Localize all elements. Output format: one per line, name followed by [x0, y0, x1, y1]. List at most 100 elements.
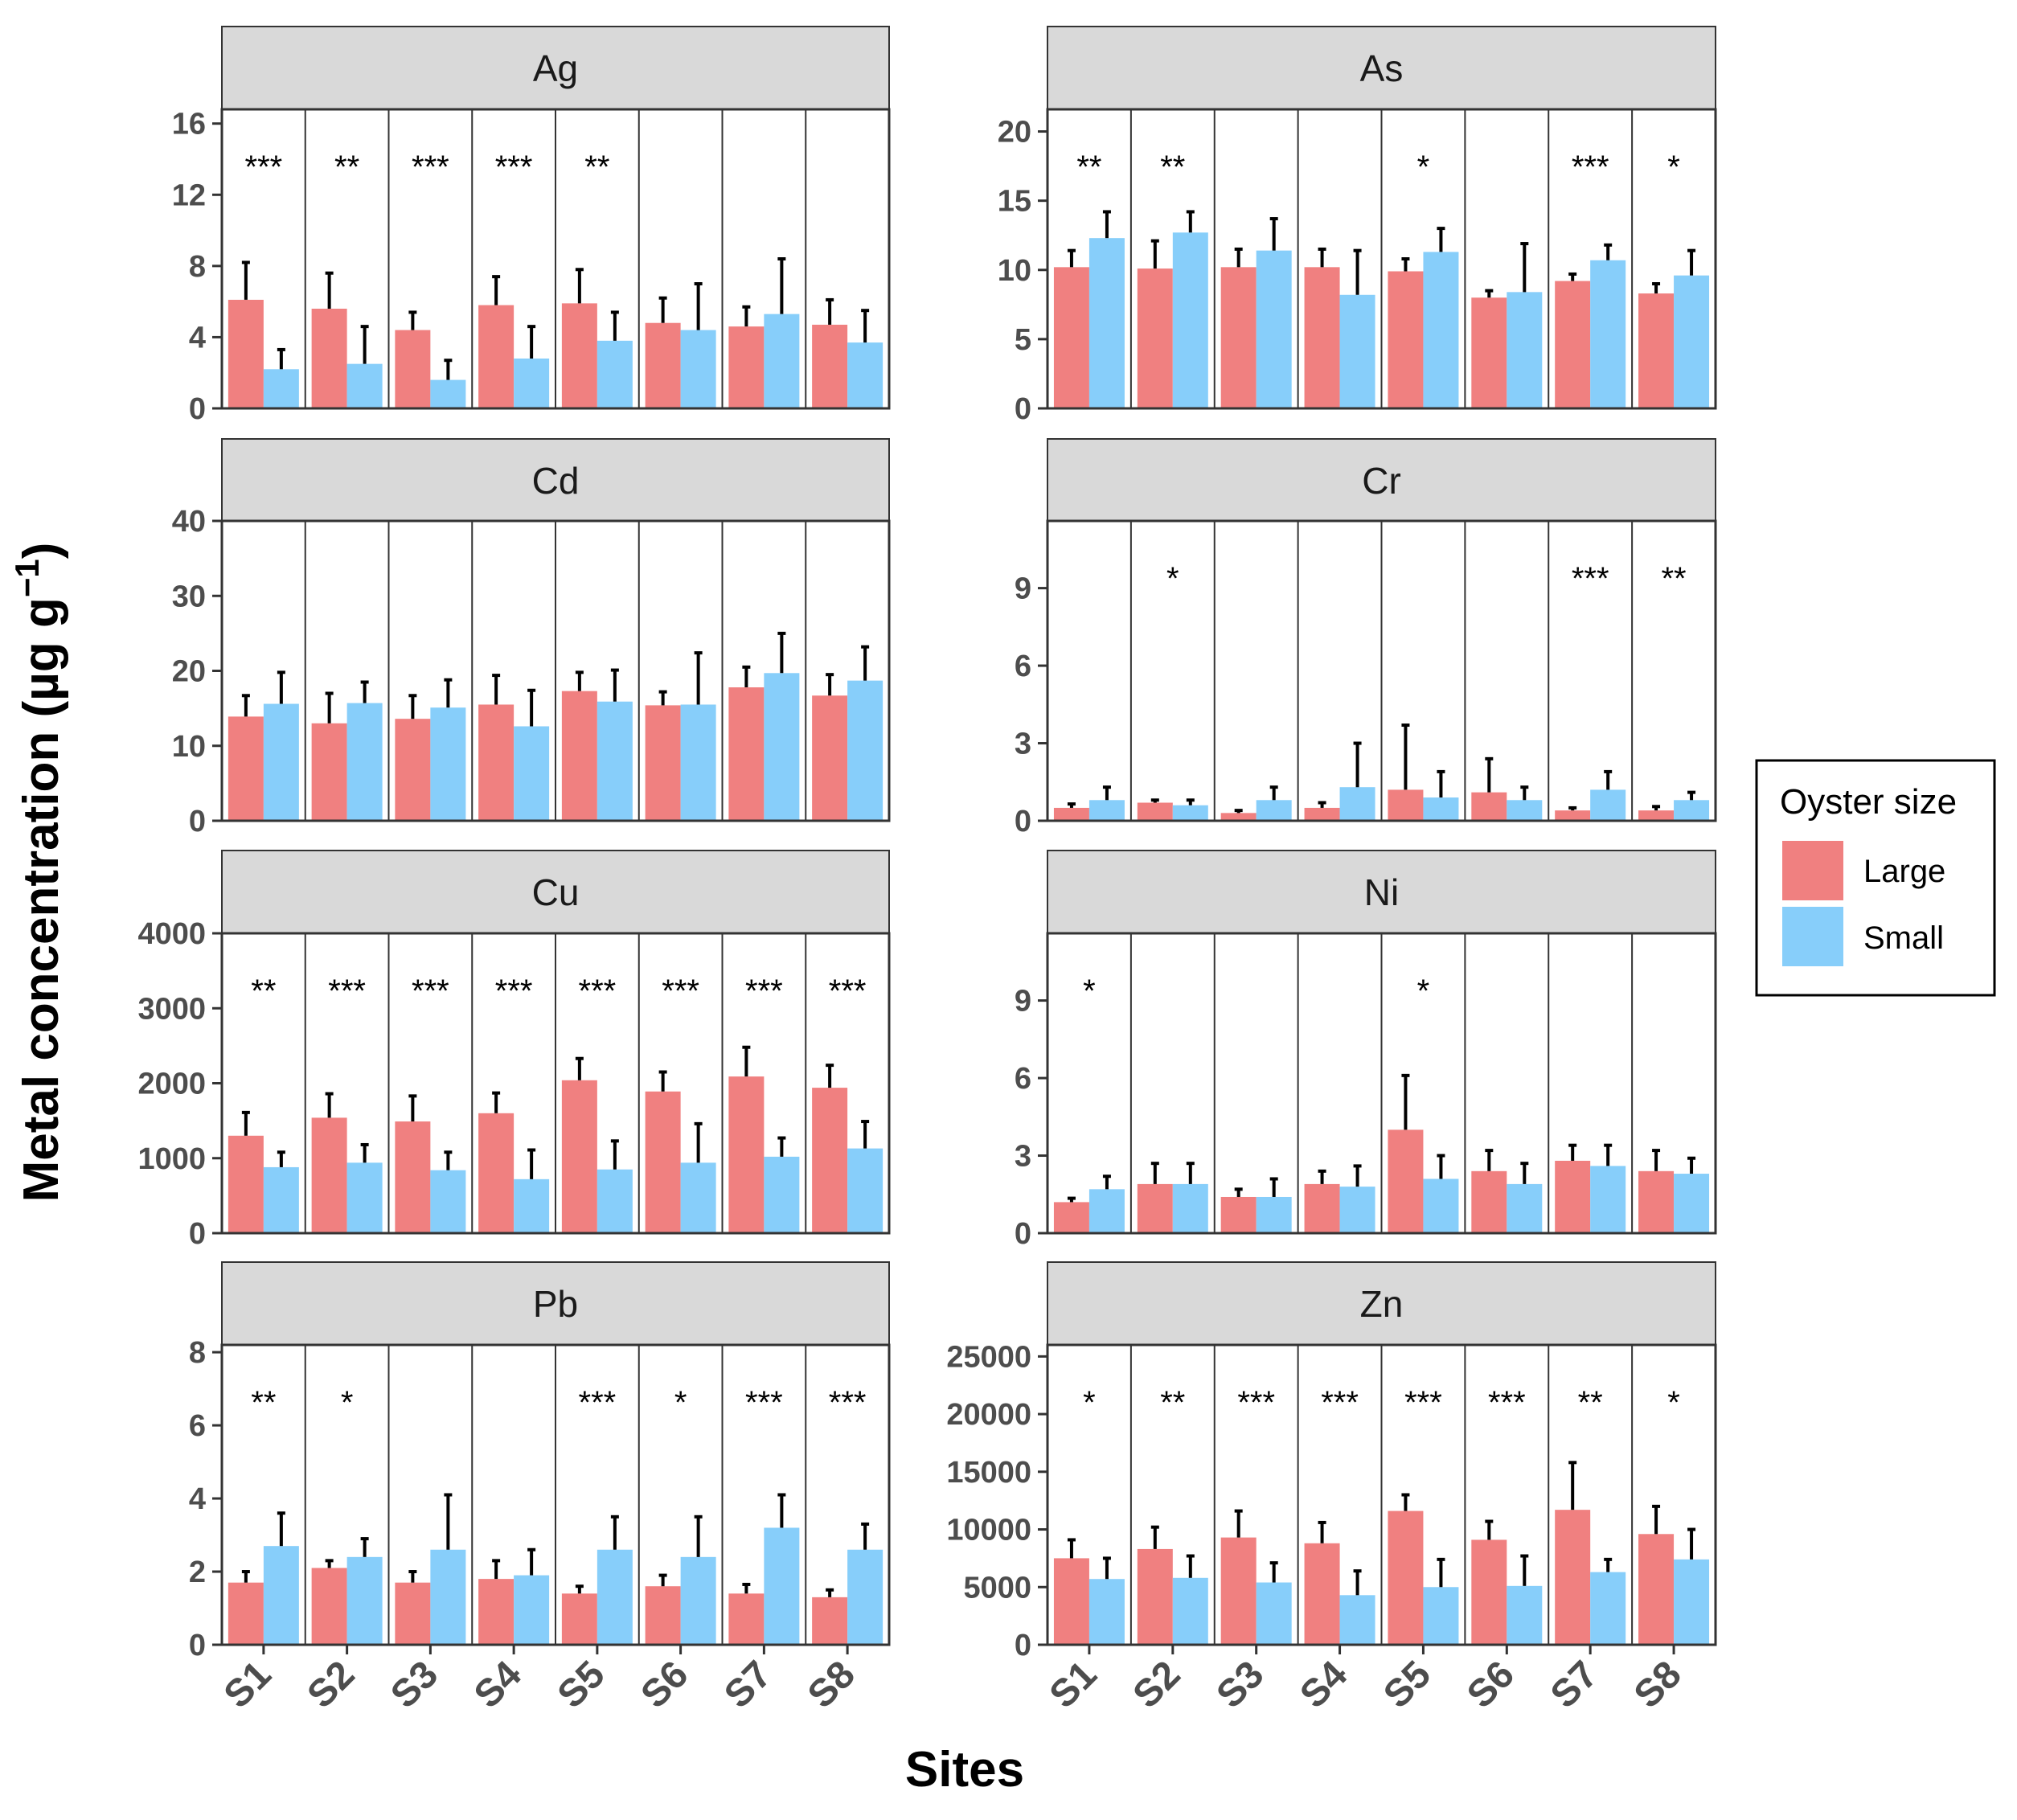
legend-label-small: Small — [1863, 920, 1944, 956]
x-tick-label: S3 — [383, 1653, 446, 1716]
y-tick-label-ni: 9 — [1015, 985, 1031, 1019]
bar-cr-s4-large — [1304, 807, 1340, 821]
y-tick-label-zn: 0 — [1015, 1629, 1031, 1662]
bar-pb-s5-large — [561, 1593, 597, 1645]
bar-zn-s5-small — [1423, 1587, 1459, 1645]
bar-cr-s2-large — [1137, 802, 1173, 821]
y-tick-label-cu: 2000 — [137, 1068, 206, 1101]
bar-zn-s1-large — [1053, 1558, 1089, 1645]
significance-ag-s2: ** — [334, 150, 359, 185]
bar-ni-s2-small — [1172, 1183, 1208, 1233]
bar-pb-s2-large — [311, 1568, 347, 1645]
legend-label-large: Large — [1863, 854, 1945, 889]
y-tick-label-cu: 1000 — [137, 1142, 206, 1176]
bar-as-s8-large — [1638, 293, 1675, 408]
y-tick-label-as: 0 — [1015, 392, 1031, 426]
bar-cr-s2-small — [1172, 805, 1208, 821]
bar-as-s4-large — [1304, 267, 1340, 408]
bar-cd-s4-large — [478, 704, 514, 821]
bar-cd-s5-small — [596, 701, 633, 821]
y-tick-label-ag: 4 — [189, 321, 206, 355]
facet-strip-cu — [221, 850, 890, 934]
y-tick-label-ag: 0 — [189, 392, 206, 426]
significance-cu-s7: *** — [745, 974, 783, 1009]
x-tick-label: S3 — [1208, 1653, 1272, 1716]
significance-pb-s1: ** — [251, 1385, 276, 1420]
facet-label-pb: Pb — [533, 1283, 578, 1325]
bar-cr-s7-small — [1590, 789, 1626, 821]
y-tick-label-ni: 0 — [1015, 1217, 1031, 1251]
bar-cd-s6-small — [680, 704, 716, 821]
bar-zn-s7-small — [1590, 1572, 1626, 1645]
bar-pb-s2-small — [346, 1556, 383, 1645]
bar-pb-s7-small — [764, 1527, 800, 1645]
bar-cu-s2-large — [311, 1117, 347, 1233]
bar-as-s8-small — [1674, 275, 1710, 408]
bar-ni-s7-large — [1555, 1160, 1591, 1233]
bar-cd-s7-small — [764, 673, 800, 821]
y-tick-label-cr: 6 — [1015, 650, 1031, 683]
bar-ni-s8-small — [1674, 1174, 1710, 1233]
bar-ni-s1-large — [1053, 1202, 1089, 1233]
bar-as-s7-small — [1590, 260, 1626, 408]
y-tick-label-cu: 0 — [189, 1217, 206, 1251]
y-axis-title-close: ) — [14, 543, 69, 560]
panel-border-cd — [220, 519, 891, 822]
bar-cr-s5-large — [1388, 789, 1424, 821]
panel-border-zn — [1046, 1343, 1717, 1646]
bar-cr-s3-small — [1256, 800, 1292, 821]
bar-cu-s4-large — [478, 1113, 514, 1233]
significance-as-s7: *** — [1572, 150, 1609, 185]
bar-ni-s7-small — [1590, 1166, 1626, 1233]
y-tick-label-as: 15 — [998, 185, 1031, 219]
bar-as-s3-small — [1256, 250, 1292, 408]
facet-strip-ni — [1047, 850, 1716, 934]
bar-as-s2-large — [1137, 268, 1173, 408]
bar-cu-s6-large — [645, 1091, 681, 1233]
bar-cd-s3-large — [395, 719, 431, 821]
significance-pb-s6: * — [674, 1385, 687, 1420]
bar-cu-s7-large — [728, 1076, 765, 1233]
significance-cr-s2: * — [1166, 561, 1179, 596]
significance-cu-s5: *** — [579, 974, 617, 1009]
bar-ni-s8-large — [1638, 1170, 1675, 1233]
y-tick-label-zn: 25000 — [946, 1340, 1031, 1374]
bar-zn-s7-large — [1555, 1510, 1591, 1645]
x-tick-label: S5 — [550, 1653, 613, 1716]
bar-ag-s3-large — [395, 330, 431, 408]
x-axis-title: Sites — [905, 1742, 1024, 1797]
bar-ni-s5-large — [1388, 1129, 1424, 1233]
y-tick-label-ag: 12 — [172, 178, 206, 212]
bar-cd-s4-small — [514, 726, 550, 821]
bar-ag-s2-small — [346, 363, 383, 408]
significance-cu-s6: *** — [662, 974, 699, 1009]
y-axis-title-superscript: −1 — [8, 559, 46, 597]
bar-as-s2-small — [1172, 232, 1208, 408]
bar-ag-s5-large — [561, 303, 597, 408]
y-tick-label-as: 10 — [998, 254, 1031, 288]
bar-as-s3-large — [1220, 267, 1257, 408]
bar-as-s4-small — [1339, 294, 1375, 408]
bar-cr-s8-small — [1674, 800, 1710, 821]
y-tick-label-as: 5 — [1015, 323, 1031, 357]
significance-pb-s2: * — [341, 1385, 354, 1420]
y-tick-label-cr: 3 — [1015, 728, 1031, 761]
bar-as-s6-large — [1471, 297, 1507, 408]
facet-label-zn: Zn — [1360, 1283, 1404, 1325]
y-tick-label-cd: 30 — [172, 580, 206, 613]
bar-ag-s4-small — [514, 359, 550, 408]
bar-cr-s8-large — [1638, 810, 1675, 821]
bar-cu-s7-small — [764, 1156, 800, 1233]
y-tick-label-cu: 3000 — [137, 992, 206, 1026]
y-tick-label-ni: 6 — [1015, 1062, 1031, 1096]
significance-ag-s5: ** — [584, 150, 609, 185]
bar-pb-s8-large — [812, 1597, 848, 1645]
y-tick-label-zn: 20000 — [946, 1398, 1031, 1432]
significance-cu-s2: *** — [328, 974, 366, 1009]
significance-ag-s4: *** — [495, 150, 533, 185]
bar-cd-s2-large — [311, 723, 347, 821]
bar-as-s6-small — [1507, 292, 1543, 408]
